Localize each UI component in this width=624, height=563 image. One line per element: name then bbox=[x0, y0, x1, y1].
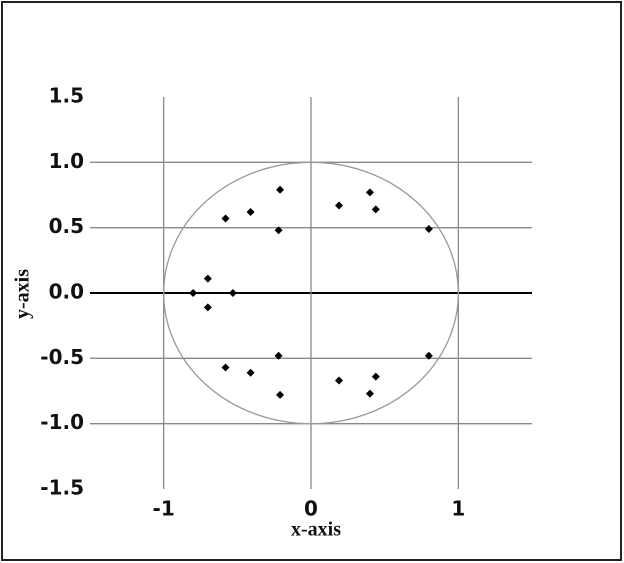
x-axis-label: x-axis bbox=[291, 519, 341, 541]
point bbox=[371, 372, 380, 381]
point bbox=[246, 207, 255, 216]
point bbox=[365, 188, 374, 197]
point bbox=[276, 185, 285, 194]
point bbox=[221, 214, 230, 223]
point bbox=[221, 363, 230, 372]
unit-circle bbox=[163, 161, 459, 425]
y-tick-label: 0.5 bbox=[49, 214, 84, 238]
point bbox=[228, 289, 237, 297]
point bbox=[203, 274, 212, 283]
x-tick-label: -1 bbox=[153, 497, 175, 521]
y-axis-label: y-axis bbox=[12, 269, 34, 319]
point bbox=[274, 351, 283, 360]
point bbox=[424, 351, 433, 360]
point bbox=[365, 389, 374, 398]
y-tick-label: -1.0 bbox=[40, 410, 84, 434]
point bbox=[274, 226, 283, 235]
point bbox=[334, 376, 343, 385]
point bbox=[371, 205, 380, 214]
y-tick-label: -1.5 bbox=[40, 476, 84, 500]
y-tick-label: -0.5 bbox=[40, 345, 84, 369]
point bbox=[334, 201, 343, 210]
point bbox=[189, 289, 198, 297]
y-tick-label: 0.0 bbox=[49, 280, 84, 304]
point bbox=[246, 368, 255, 377]
x-tick-label: 1 bbox=[451, 497, 465, 521]
y-tick-label: 1.0 bbox=[49, 149, 84, 173]
point bbox=[203, 303, 212, 312]
point bbox=[276, 390, 285, 399]
y-tick-label: 1.5 bbox=[49, 84, 84, 108]
point bbox=[424, 224, 433, 233]
x-tick-label: 0 bbox=[304, 497, 318, 521]
